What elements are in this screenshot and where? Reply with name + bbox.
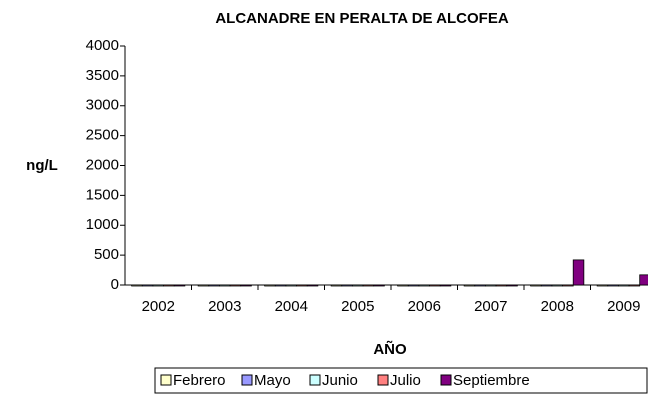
chart-title: ALCANADRE EN PERALTA DE ALCOFEA bbox=[215, 10, 508, 27]
legend-swatch bbox=[241, 374, 253, 386]
bar bbox=[397, 284, 409, 287]
bar bbox=[551, 284, 563, 287]
x-tick-label: 2002 bbox=[142, 298, 175, 315]
y-tick-label: 3000 bbox=[86, 97, 119, 114]
y-tick-label: 1500 bbox=[86, 186, 119, 203]
bar bbox=[562, 284, 574, 287]
legend-swatch bbox=[309, 374, 321, 386]
bar bbox=[330, 284, 343, 287]
y-tick-label: 1000 bbox=[86, 216, 119, 233]
bar bbox=[362, 284, 375, 287]
bar bbox=[163, 284, 175, 287]
bar bbox=[495, 284, 508, 287]
bar bbox=[407, 284, 420, 287]
legend-label: Mayo bbox=[254, 372, 291, 389]
y-tick-label: 500 bbox=[94, 246, 119, 263]
y-tick-label: 0 bbox=[111, 276, 119, 293]
bar bbox=[596, 284, 609, 287]
bar bbox=[628, 284, 641, 287]
bar bbox=[373, 284, 385, 287]
bar bbox=[341, 284, 353, 287]
legend-swatch bbox=[160, 374, 172, 386]
bar bbox=[352, 284, 364, 287]
legend-swatch bbox=[440, 374, 452, 386]
bar bbox=[530, 284, 542, 287]
bar bbox=[131, 284, 143, 287]
legend-label: Julio bbox=[390, 372, 421, 389]
x-tick-label: 2007 bbox=[474, 298, 507, 315]
bar bbox=[439, 284, 452, 287]
x-tick-label: 2006 bbox=[408, 298, 441, 315]
bar bbox=[240, 284, 252, 287]
bar bbox=[429, 284, 441, 287]
bar bbox=[152, 284, 164, 287]
y-tick-label: 3500 bbox=[86, 67, 119, 84]
y-tick-label: 2500 bbox=[86, 127, 119, 144]
bar bbox=[474, 284, 486, 287]
legend-label: Septiembre bbox=[453, 372, 530, 389]
bar bbox=[229, 284, 242, 287]
y-tick-label: 4000 bbox=[86, 37, 119, 54]
legend-label: Junio bbox=[322, 372, 358, 389]
x-tick-label: 2005 bbox=[341, 298, 374, 315]
bar bbox=[141, 284, 154, 287]
bar bbox=[264, 284, 276, 287]
x-tick-label: 2003 bbox=[208, 298, 241, 315]
bar bbox=[274, 284, 287, 287]
bar bbox=[463, 284, 476, 287]
bar bbox=[306, 284, 319, 287]
bar bbox=[639, 274, 648, 286]
legend-swatch bbox=[377, 374, 389, 386]
bar bbox=[540, 284, 553, 287]
y-tick-label: 2000 bbox=[86, 156, 119, 173]
x-tick-label: 2008 bbox=[541, 298, 574, 315]
bar bbox=[173, 284, 186, 287]
bar bbox=[618, 284, 630, 287]
bar bbox=[285, 284, 297, 287]
bar bbox=[296, 284, 308, 287]
bar bbox=[197, 284, 210, 287]
y-axis-label: ng/L bbox=[26, 157, 58, 174]
bar bbox=[208, 284, 220, 287]
bar bbox=[219, 284, 231, 287]
bar bbox=[572, 259, 585, 286]
x-tick-label: 2009 bbox=[607, 298, 640, 315]
x-tick-label: 2004 bbox=[275, 298, 308, 315]
bar bbox=[418, 284, 430, 287]
legend-label: Febrero bbox=[173, 372, 226, 389]
bar bbox=[607, 284, 619, 287]
bar bbox=[485, 284, 497, 287]
x-axis-label: AÑO bbox=[373, 340, 407, 358]
bar bbox=[506, 284, 518, 287]
legend-box bbox=[154, 367, 648, 394]
